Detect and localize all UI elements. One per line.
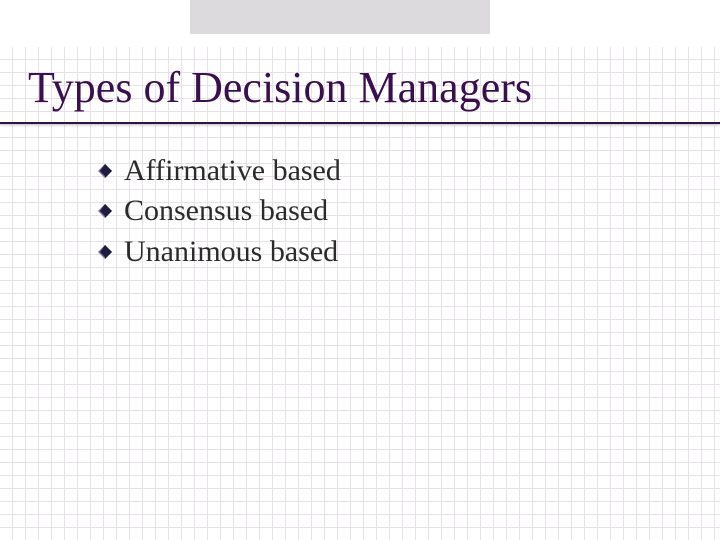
diamond-bullet-icon xyxy=(98,204,112,218)
list-item: Unanimous based xyxy=(98,233,660,271)
bullet-list: Affirmative based Consensus based Unan xyxy=(98,152,660,273)
diamond-bullet-icon xyxy=(98,164,112,178)
list-item-label: Unanimous based xyxy=(124,235,338,268)
list-item: Affirmative based xyxy=(98,152,660,190)
diamond-bullet-icon xyxy=(98,245,112,259)
list-item: Consensus based xyxy=(98,192,660,230)
header-accent-rect-front xyxy=(190,0,490,34)
title-underline xyxy=(0,122,720,124)
list-item-label: Affirmative based xyxy=(124,154,341,187)
list-item-label: Consensus based xyxy=(124,194,328,227)
slide-title: Types of Decision Managers xyxy=(28,63,680,114)
presentation-slide: Types of Decision Managers Affirmative b… xyxy=(0,0,720,540)
